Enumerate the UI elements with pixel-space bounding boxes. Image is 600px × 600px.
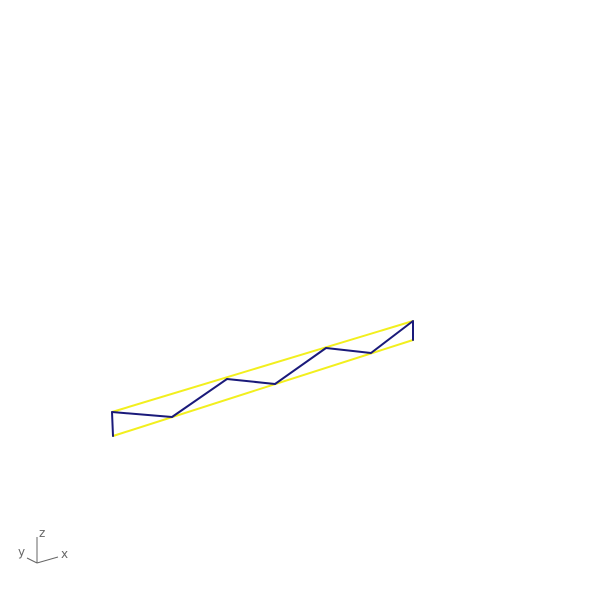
y-axis-label: y	[18, 545, 25, 559]
z-axis-label: z	[39, 526, 45, 540]
x-axis-label: x	[61, 547, 68, 561]
truss-zigzag	[111, 320, 414, 437]
frame-bottom-chord	[112, 339, 414, 437]
frame-top-chord	[111, 320, 414, 413]
y-axis-line	[26, 557, 38, 564]
x-axis-line	[36, 556, 59, 564]
frame-lines	[111, 320, 414, 437]
axis-triad: z x y	[18, 526, 68, 564]
truss-web	[111, 320, 414, 437]
